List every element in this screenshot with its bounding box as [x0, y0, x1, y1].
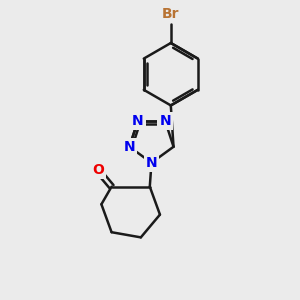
Text: N: N	[146, 156, 157, 170]
Text: O: O	[92, 163, 104, 177]
Text: N: N	[124, 140, 135, 154]
Text: N: N	[159, 114, 171, 128]
Text: Br: Br	[162, 7, 180, 21]
Text: N: N	[132, 114, 144, 128]
